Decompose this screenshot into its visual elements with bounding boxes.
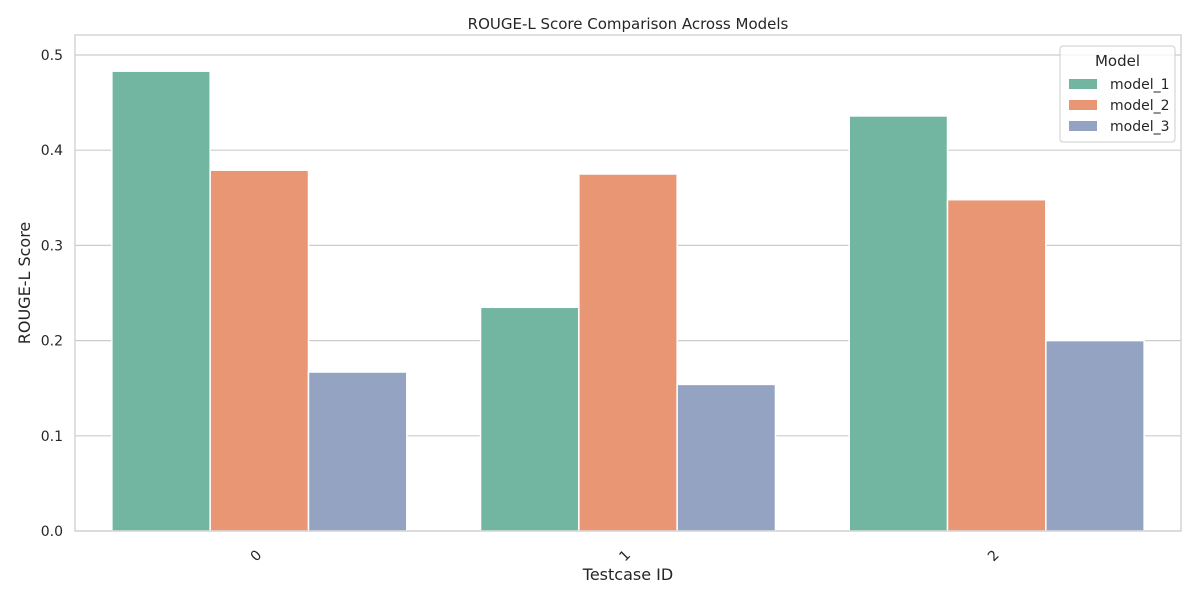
x-tick-label: 2: [985, 547, 1003, 565]
y-axis-label: ROUGE-L Score: [15, 222, 34, 345]
bar-model_1-1: [479, 306, 580, 532]
legend-items: model_1 model_2 model_3: [1069, 77, 1170, 135]
legend-label-model_1: model_1: [1110, 77, 1170, 93]
y-tick-label: 0.1: [41, 429, 63, 445]
legend-swatch-model_2: [1069, 100, 1097, 110]
legend-swatch-model_3: [1069, 121, 1097, 131]
bar-model_1-0: [111, 70, 211, 532]
bar-model_1-2: [848, 115, 949, 532]
bar-model_3-0: [307, 371, 408, 532]
bars: [111, 70, 1145, 532]
legend: Model model_1 model_2 model_3: [1059, 45, 1176, 143]
x-axis-label: Testcase ID: [582, 565, 673, 584]
plot-frame: [74, 34, 1182, 532]
y-tick-label: 0.2: [41, 334, 63, 350]
y-tick-label: 0.4: [41, 143, 63, 159]
x-tick-label: 1: [616, 547, 634, 565]
bar-model_3-1: [676, 383, 777, 532]
legend-label-model_3: model_3: [1110, 119, 1170, 135]
legend-swatch-model_1: [1069, 79, 1097, 89]
y-ticks: 0.0 0.1 0.2 0.3 0.4 0.5: [41, 48, 63, 540]
chart-title: ROUGE-L Score Comparison Across Models: [468, 15, 789, 33]
bar-model_2-2: [946, 198, 1047, 532]
y-tick-label: 0.0: [41, 524, 63, 540]
legend-title: Model: [1095, 52, 1140, 70]
x-ticks: 0 1 2: [248, 547, 1003, 565]
legend-box: [1059, 45, 1176, 143]
bar-model_2-1: [578, 173, 678, 532]
y-tick-label: 0.5: [41, 48, 63, 64]
x-tick-label: 0: [248, 547, 266, 565]
bar-model_2-0: [209, 169, 310, 532]
bar-model_3-2: [1045, 339, 1145, 532]
y-tick-label: 0.3: [41, 238, 63, 254]
legend-label-model_2: model_2: [1110, 98, 1170, 114]
